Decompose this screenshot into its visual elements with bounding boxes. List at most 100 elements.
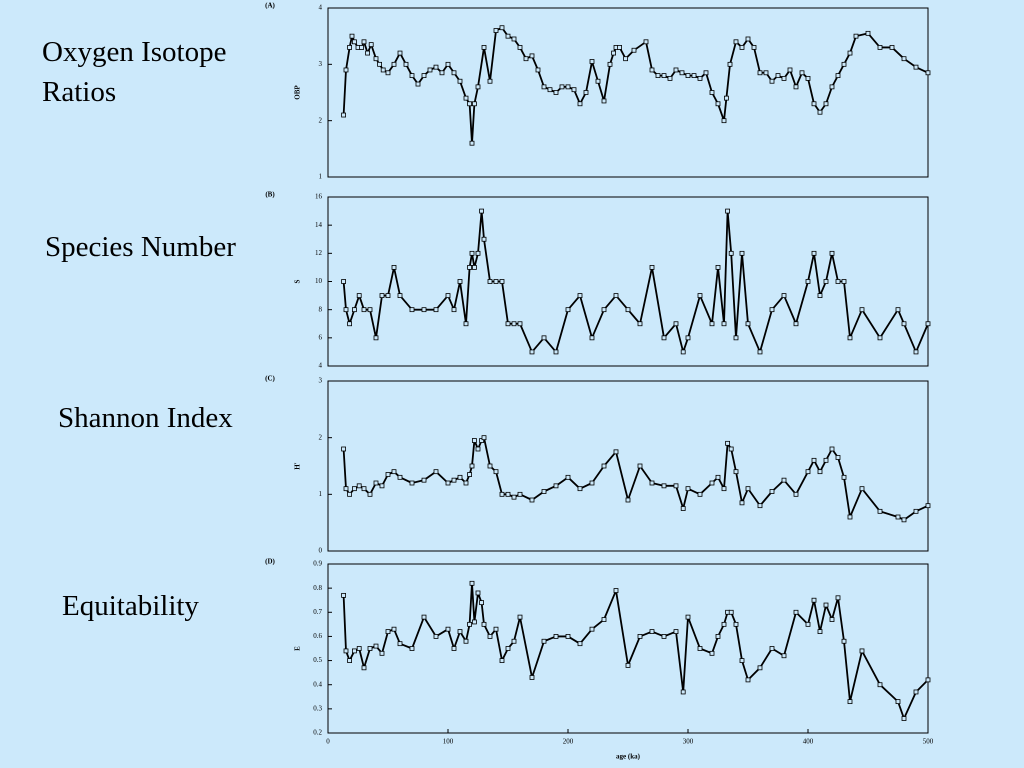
data-point <box>691 73 697 78</box>
data-point <box>343 67 349 73</box>
y-axis-label: S <box>294 279 302 283</box>
data-point <box>469 463 475 469</box>
data-point <box>661 335 667 341</box>
data-point <box>347 491 353 497</box>
data-point <box>625 307 631 313</box>
data-point <box>835 73 841 78</box>
data-point <box>343 648 349 654</box>
data-point <box>877 508 883 514</box>
data-point <box>505 33 511 39</box>
x-axis-label: age (ka) <box>616 753 641 761</box>
x-tick-label: 500 <box>923 738 934 746</box>
data-point <box>391 61 397 67</box>
data-point <box>667 76 673 81</box>
data-point <box>517 614 523 620</box>
data-point <box>859 307 865 313</box>
data-point <box>757 665 763 671</box>
data-point <box>721 486 727 492</box>
y-tick-label: 0.3 <box>313 704 322 712</box>
data-point <box>680 689 686 695</box>
data-point <box>589 480 595 486</box>
y-tick-label: 1 <box>319 490 323 498</box>
data-point <box>397 50 403 56</box>
data-point <box>445 61 451 67</box>
data-point <box>511 36 517 42</box>
data-point <box>361 665 367 671</box>
data-point <box>721 621 727 627</box>
data-point <box>623 56 628 62</box>
data-point <box>901 716 907 721</box>
data-point <box>403 61 409 67</box>
data-point <box>877 682 883 688</box>
data-point <box>847 514 853 520</box>
y-tick-label: 8 <box>319 305 323 313</box>
x-tick-label: 0 <box>326 738 330 746</box>
data-point <box>397 641 403 647</box>
data-point <box>613 293 619 298</box>
data-point <box>409 73 415 78</box>
data-point <box>739 250 745 256</box>
data-point <box>385 472 391 477</box>
data-point <box>343 307 349 313</box>
data-point <box>811 457 817 463</box>
data-point <box>385 70 391 76</box>
data-point <box>487 463 493 469</box>
data-point <box>781 477 787 483</box>
data-point <box>703 70 709 76</box>
y-tick-label: 14 <box>315 221 323 229</box>
y-tick-label: 1 <box>319 173 323 181</box>
data-point <box>637 321 643 327</box>
data-point <box>467 101 473 107</box>
data-point <box>481 236 487 242</box>
data-point <box>601 617 607 622</box>
y-tick-label: 16 <box>315 193 323 201</box>
data-point <box>901 56 907 62</box>
data-point <box>823 602 829 608</box>
data-point <box>769 307 775 313</box>
data-point <box>379 650 385 656</box>
x-tick-label: 400 <box>803 738 814 746</box>
data-point <box>385 629 391 634</box>
data-point <box>499 658 505 663</box>
data-point <box>359 45 365 50</box>
data-point <box>356 293 362 298</box>
data-point <box>373 56 379 62</box>
data-point <box>415 81 421 87</box>
data-point <box>529 349 535 355</box>
data-point <box>709 90 715 95</box>
data-point <box>397 293 403 298</box>
data-point <box>901 517 907 523</box>
data-point <box>601 307 607 313</box>
x-tick-label: 200 <box>563 738 574 746</box>
data-point <box>673 483 679 489</box>
data-point <box>745 677 751 683</box>
data-point <box>793 491 799 497</box>
data-point <box>697 293 703 298</box>
data-point <box>463 480 469 486</box>
data-point <box>769 489 775 494</box>
panel-label: (D) <box>265 558 275 566</box>
data-point <box>493 626 499 632</box>
x-tick-label: 100 <box>443 738 454 746</box>
data-point <box>841 61 847 67</box>
data-point <box>439 70 445 76</box>
data-point <box>661 634 667 639</box>
data-point <box>475 84 481 90</box>
data-point <box>373 335 379 341</box>
data-point <box>368 42 374 48</box>
data-point <box>499 491 505 497</box>
data-point <box>805 469 811 475</box>
data-point <box>487 634 493 639</box>
data-point <box>913 64 919 70</box>
y-tick-label: 4 <box>319 362 323 370</box>
data-point <box>493 28 499 33</box>
data-point <box>475 590 481 596</box>
data-point <box>475 446 481 452</box>
data-point <box>781 76 787 81</box>
data-point <box>841 279 847 284</box>
data-point <box>487 78 493 84</box>
data-point <box>511 494 517 500</box>
data-point <box>451 70 457 76</box>
data-point <box>725 208 730 214</box>
data-point <box>421 477 427 483</box>
